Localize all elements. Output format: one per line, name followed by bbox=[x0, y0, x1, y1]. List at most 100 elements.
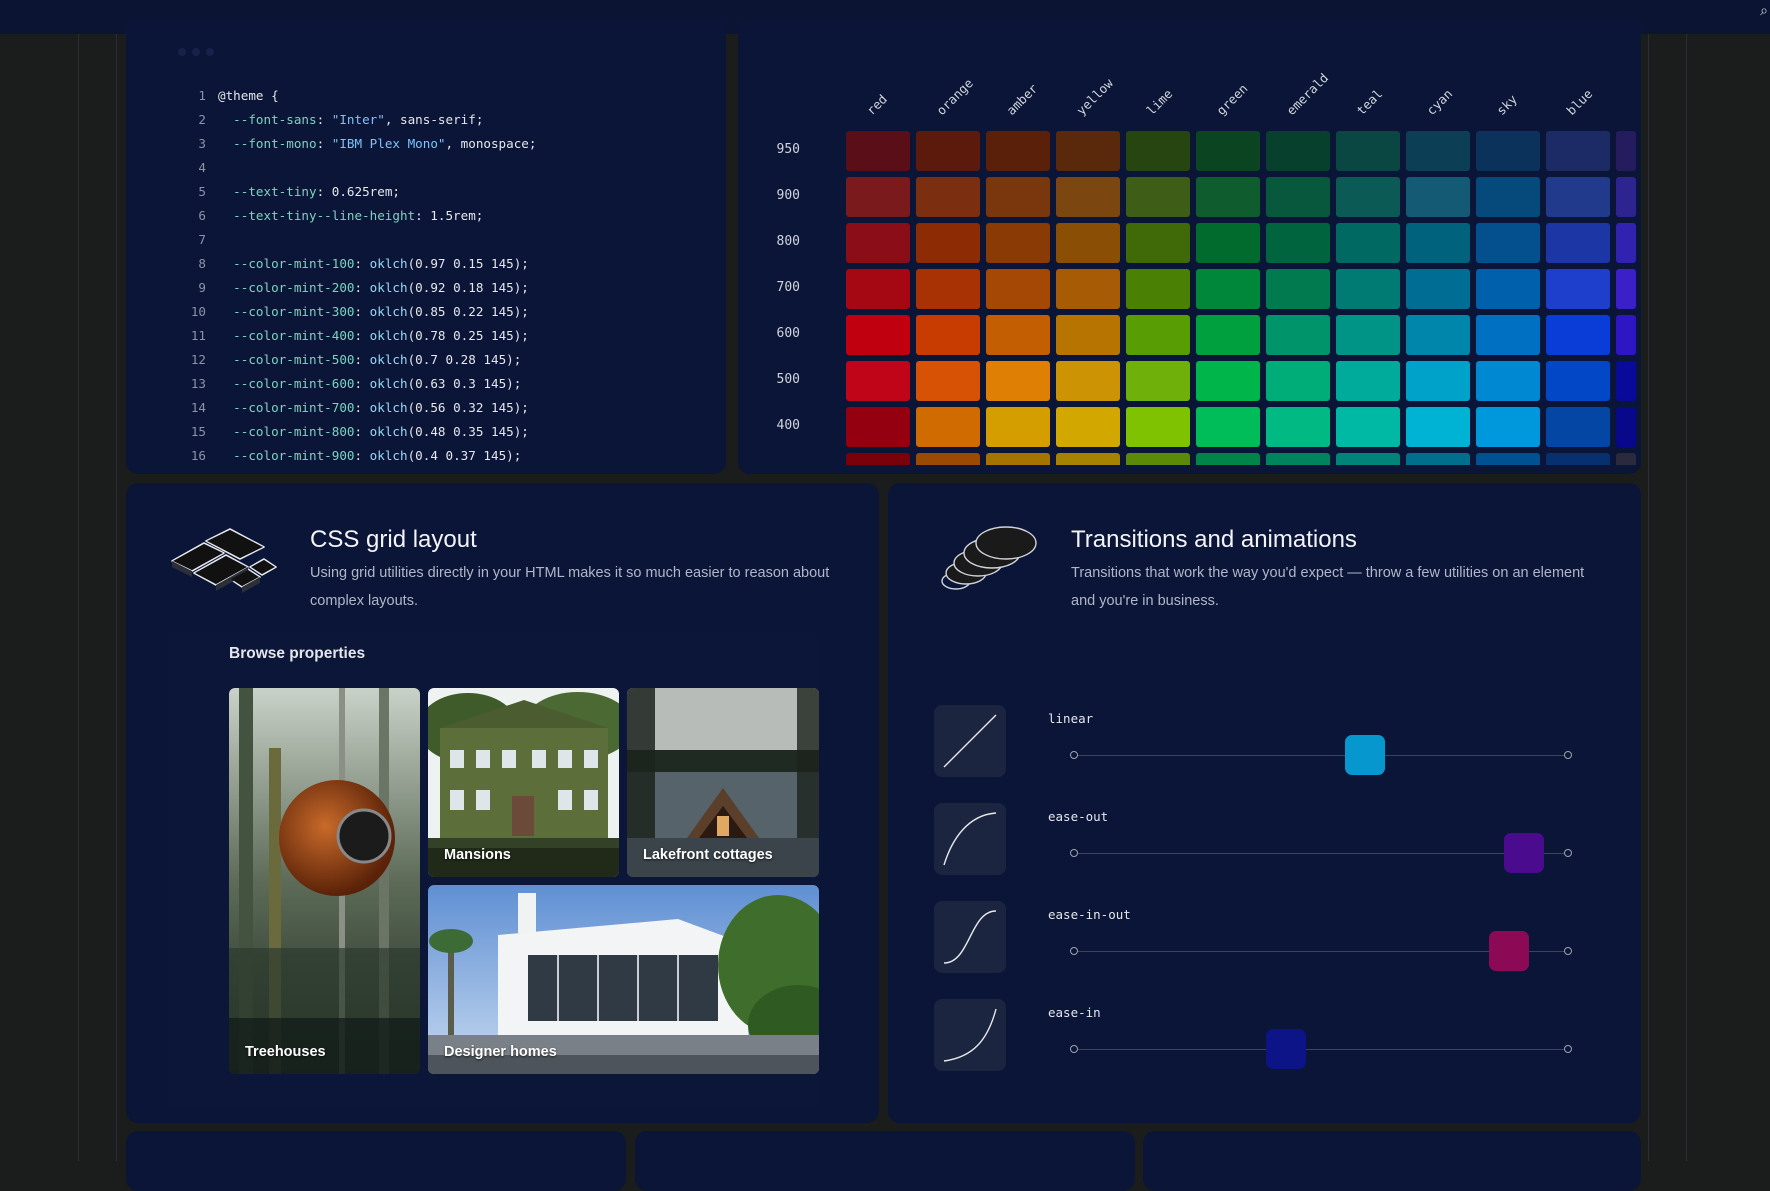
color-swatch[interactable] bbox=[916, 131, 980, 171]
color-swatch[interactable] bbox=[1406, 223, 1470, 263]
color-swatch[interactable] bbox=[1616, 223, 1636, 263]
color-swatch[interactable] bbox=[1336, 407, 1400, 447]
color-swatch[interactable] bbox=[1336, 177, 1400, 217]
color-swatch[interactable] bbox=[1196, 315, 1260, 355]
color-swatch[interactable] bbox=[1406, 269, 1470, 309]
code-token: oklch bbox=[369, 448, 408, 463]
color-swatch[interactable] bbox=[986, 177, 1050, 217]
code-line: 5 --text-tiny: 0.625rem; bbox=[178, 180, 536, 204]
color-swatch[interactable] bbox=[1546, 269, 1610, 309]
color-swatch[interactable] bbox=[846, 361, 910, 401]
color-swatch[interactable] bbox=[986, 315, 1050, 355]
color-swatch[interactable] bbox=[916, 361, 980, 401]
color-swatch[interactable] bbox=[1546, 407, 1610, 447]
color-swatch[interactable] bbox=[1266, 223, 1330, 263]
color-swatch[interactable] bbox=[1056, 223, 1120, 263]
color-swatch[interactable] bbox=[1126, 269, 1190, 309]
line-number: 8 bbox=[198, 256, 206, 271]
color-swatch[interactable] bbox=[1546, 361, 1610, 401]
color-swatch[interactable] bbox=[986, 131, 1050, 171]
color-swatch[interactable] bbox=[1056, 131, 1120, 171]
color-swatch[interactable] bbox=[1056, 361, 1120, 401]
code-line: 12 --color-mint-500: oklch (0.7 0.28 145)… bbox=[178, 348, 536, 372]
color-swatch[interactable] bbox=[986, 269, 1050, 309]
css-grid-card: CSS grid layout Using grid utilities dir… bbox=[126, 483, 879, 1123]
palette-column-label: cyan bbox=[1423, 86, 1456, 118]
color-swatch[interactable] bbox=[1616, 407, 1636, 447]
line-number: 13 bbox=[190, 376, 206, 391]
color-swatch[interactable] bbox=[1196, 361, 1260, 401]
color-swatch[interactable] bbox=[1196, 177, 1260, 217]
color-swatch[interactable] bbox=[1546, 223, 1610, 263]
palette-column-label: sky bbox=[1493, 91, 1520, 118]
code-token: : bbox=[354, 424, 370, 439]
color-swatch[interactable] bbox=[1476, 315, 1540, 355]
color-swatch[interactable] bbox=[1476, 361, 1540, 401]
color-swatch[interactable] bbox=[1616, 177, 1636, 217]
color-swatch[interactable] bbox=[1546, 131, 1610, 171]
color-swatch[interactable] bbox=[1196, 131, 1260, 171]
color-swatch[interactable] bbox=[1196, 223, 1260, 263]
color-swatch[interactable] bbox=[846, 177, 910, 217]
color-swatch[interactable] bbox=[1266, 131, 1330, 171]
color-swatch[interactable] bbox=[1196, 269, 1260, 309]
color-swatch[interactable] bbox=[1126, 177, 1190, 217]
color-swatch[interactable] bbox=[1126, 407, 1190, 447]
color-swatch[interactable] bbox=[846, 223, 910, 263]
color-swatch[interactable] bbox=[846, 131, 910, 171]
color-swatch[interactable] bbox=[1406, 361, 1470, 401]
color-swatch[interactable] bbox=[1336, 269, 1400, 309]
color-swatch[interactable] bbox=[1196, 407, 1260, 447]
color-swatch[interactable] bbox=[986, 361, 1050, 401]
color-swatch[interactable] bbox=[1546, 177, 1610, 217]
search-icon[interactable]: ⌕ bbox=[1760, 2, 1768, 18]
color-swatch[interactable] bbox=[986, 223, 1050, 263]
color-swatch[interactable] bbox=[1616, 269, 1636, 309]
color-swatch[interactable] bbox=[1476, 177, 1540, 217]
photo-card-treehouses[interactable]: Treehouses bbox=[229, 688, 420, 1074]
color-swatch[interactable] bbox=[1406, 407, 1470, 447]
color-swatch[interactable] bbox=[1056, 407, 1120, 447]
color-swatch[interactable] bbox=[1616, 361, 1636, 401]
line-number: 2 bbox=[198, 112, 206, 127]
color-swatch[interactable] bbox=[1476, 223, 1540, 263]
color-swatch[interactable] bbox=[1406, 315, 1470, 355]
color-swatch[interactable] bbox=[1616, 131, 1636, 171]
color-swatch[interactable] bbox=[916, 223, 980, 263]
color-swatch[interactable] bbox=[1476, 407, 1540, 447]
color-swatch[interactable] bbox=[1336, 131, 1400, 171]
color-swatch[interactable] bbox=[1266, 361, 1330, 401]
photo-card-mansions[interactable]: Mansions bbox=[428, 688, 619, 877]
photo-card-designer-homes[interactable]: Designer homes bbox=[428, 885, 819, 1074]
color-swatch[interactable] bbox=[1266, 269, 1330, 309]
color-swatch[interactable] bbox=[1126, 131, 1190, 171]
color-swatch[interactable] bbox=[1126, 223, 1190, 263]
color-swatch[interactable] bbox=[846, 315, 910, 355]
color-swatch[interactable] bbox=[1336, 361, 1400, 401]
code-token: oklch bbox=[369, 424, 408, 439]
color-swatch[interactable] bbox=[1056, 177, 1120, 217]
color-swatch[interactable] bbox=[916, 315, 980, 355]
color-swatch[interactable] bbox=[846, 269, 910, 309]
color-swatch[interactable] bbox=[1406, 131, 1470, 171]
color-swatch[interactable] bbox=[1126, 315, 1190, 355]
photo-card-lakefront-cottages[interactable]: Lakefront cottages bbox=[627, 688, 819, 877]
color-swatch[interactable] bbox=[1056, 315, 1120, 355]
color-swatch[interactable] bbox=[916, 407, 980, 447]
color-swatch[interactable] bbox=[1266, 407, 1330, 447]
color-swatch[interactable] bbox=[1336, 315, 1400, 355]
color-swatch[interactable] bbox=[1616, 315, 1636, 355]
color-swatch[interactable] bbox=[846, 407, 910, 447]
color-swatch[interactable] bbox=[916, 177, 980, 217]
color-swatch[interactable] bbox=[1266, 315, 1330, 355]
color-swatch[interactable] bbox=[1476, 131, 1540, 171]
color-swatch[interactable] bbox=[1126, 361, 1190, 401]
color-swatch[interactable] bbox=[1476, 269, 1540, 309]
color-swatch[interactable] bbox=[916, 269, 980, 309]
color-swatch[interactable] bbox=[1406, 177, 1470, 217]
color-swatch[interactable] bbox=[1266, 177, 1330, 217]
color-swatch[interactable] bbox=[1336, 223, 1400, 263]
color-swatch[interactable] bbox=[1546, 315, 1610, 355]
color-swatch[interactable] bbox=[986, 407, 1050, 447]
color-swatch[interactable] bbox=[1056, 269, 1120, 309]
